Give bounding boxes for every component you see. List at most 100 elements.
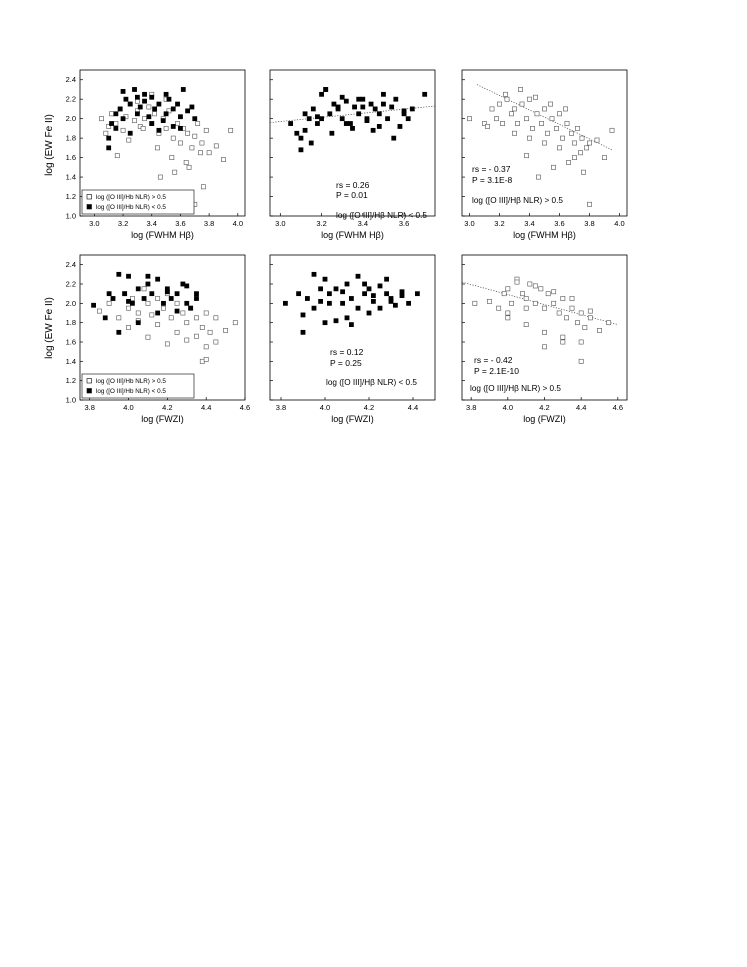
point-open	[575, 126, 580, 131]
point-open	[141, 286, 147, 292]
point-open	[527, 96, 532, 102]
point-open	[548, 101, 553, 107]
point-open	[203, 127, 209, 133]
point-filled	[377, 283, 383, 289]
correlation-annotation: P = 2.1E-10	[474, 366, 519, 376]
point-open	[609, 127, 615, 133]
x-tick-label: 4.4	[201, 403, 211, 412]
point-open	[195, 121, 201, 126]
x-tick-label: 3.4	[358, 219, 368, 228]
point-open	[161, 305, 166, 311]
point-open	[135, 310, 141, 316]
point-filled	[340, 300, 345, 306]
point-open	[518, 87, 523, 92]
point-filled	[393, 96, 399, 102]
point-open	[213, 339, 219, 345]
point-open	[527, 281, 533, 287]
x-tick-label: 3.4	[524, 219, 534, 228]
point-open	[146, 104, 152, 110]
point-open	[174, 329, 180, 335]
point-filled	[323, 87, 329, 92]
point-filled	[376, 124, 382, 129]
point-open	[126, 325, 131, 330]
point-filled	[306, 116, 312, 122]
point-filled	[368, 101, 374, 107]
point-filled	[422, 91, 428, 97]
point-filled	[117, 106, 123, 112]
point-open	[530, 126, 535, 131]
subset-label: log ([O III]/Hβ NLR) > 0.5	[470, 384, 561, 393]
y-tick-label: 1.2	[66, 376, 76, 385]
y-tick-label: 2.4	[66, 260, 76, 269]
point-open	[228, 127, 234, 133]
point-filled	[406, 300, 411, 306]
x-tick-label: 4.0	[233, 219, 243, 228]
point-open	[113, 121, 119, 126]
top-row-ylabel: log (EW Fe II)	[44, 114, 55, 176]
point-filled	[155, 276, 161, 282]
point-open	[594, 137, 600, 143]
point-open	[545, 291, 551, 297]
point-filled	[170, 124, 176, 129]
point-filled	[298, 135, 304, 141]
point-open	[485, 124, 490, 129]
correlation-annotation: rs = - 0.42	[474, 355, 513, 365]
x-axis-label: log (FWZI)	[523, 414, 566, 424]
point-open	[494, 116, 499, 122]
point-open	[172, 169, 178, 175]
point-filled	[166, 96, 172, 102]
point-filled	[185, 108, 191, 114]
x-tick-label: 3.2	[494, 219, 504, 228]
y-tick-label: 1.0	[66, 212, 76, 221]
panel-top-middle: 3.0 3.2 3.4 3.6 log (FWHM Hβ) rs = 0.26P = 0.…	[269, 69, 436, 240]
point-filled	[340, 289, 345, 295]
trend-line	[269, 105, 436, 123]
x-axis-label: log (FWHM Hβ)	[513, 230, 576, 240]
x-tick-label: 4.6	[240, 403, 250, 412]
point-filled	[355, 305, 361, 311]
point-open	[564, 315, 569, 321]
legend-marker-filled	[86, 388, 92, 394]
point-filled	[366, 310, 372, 316]
x-tick-label: 4.6	[613, 403, 623, 412]
x-tick-label: 3.8	[204, 219, 214, 228]
point-filled	[135, 320, 141, 326]
point-open	[183, 160, 189, 165]
point-open	[515, 121, 520, 126]
point-open	[145, 300, 151, 306]
point-open	[497, 101, 502, 107]
point-open	[232, 320, 238, 326]
point-open	[99, 116, 104, 122]
point-open	[155, 145, 160, 151]
point-open	[575, 320, 580, 326]
point-filled	[194, 291, 199, 297]
point-open	[532, 283, 538, 289]
point-filled	[130, 300, 135, 306]
point-open	[467, 116, 472, 122]
x-tick-label: 3.8	[84, 403, 94, 412]
point-filled	[344, 281, 350, 287]
point-open	[140, 126, 146, 131]
point-filled	[343, 98, 349, 104]
point-filled	[122, 291, 128, 297]
point-filled	[399, 293, 405, 298]
point-open	[149, 312, 155, 318]
x-tick-label: 3.2	[316, 219, 326, 228]
point-filled	[120, 116, 126, 122]
point-open	[519, 101, 525, 107]
point-filled	[362, 291, 367, 297]
y-tick-label: 1.2	[66, 192, 76, 201]
point-filled	[315, 114, 320, 120]
point-open	[503, 91, 508, 97]
point-open	[560, 339, 566, 345]
point-open	[192, 133, 198, 139]
point-open	[523, 305, 529, 311]
x-axis-label: log (FWZI)	[331, 414, 374, 424]
point-filled	[300, 312, 306, 318]
point-open	[542, 140, 547, 146]
point-filled	[319, 116, 324, 122]
point-open	[606, 320, 612, 326]
correlation-annotation: rs = 0.26	[336, 180, 370, 190]
legend-entry: log ([O III]/Hb NLR) < 0.5	[96, 204, 166, 211]
